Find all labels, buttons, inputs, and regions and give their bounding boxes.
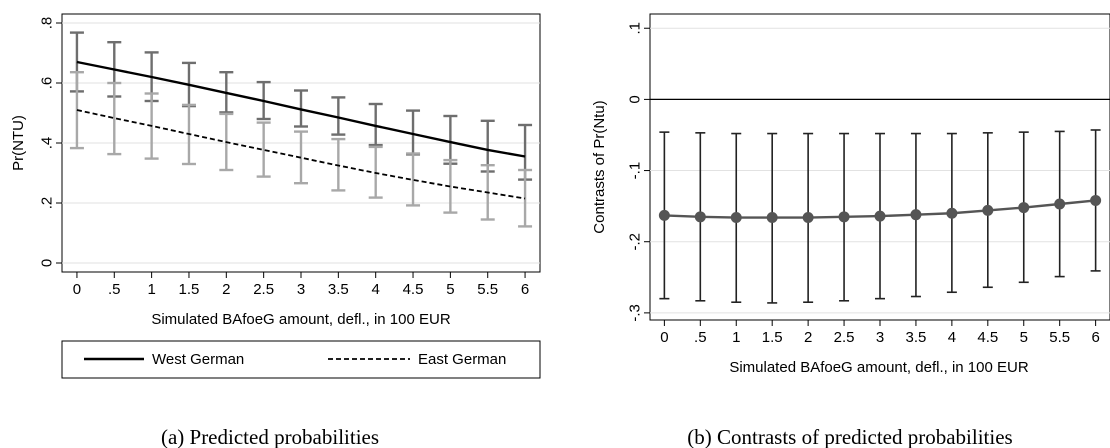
x-tick-label: 2 <box>222 281 230 298</box>
data-point <box>730 212 742 224</box>
x-tick-label: 5 <box>446 281 454 298</box>
x-tick-label: 1.5 <box>179 281 200 298</box>
x-tick-label: 4.5 <box>403 281 424 298</box>
x-tick-label: 4 <box>372 281 380 298</box>
data-point <box>802 212 814 224</box>
series-line-east-german <box>76 109 526 200</box>
x-tick-label: 5.5 <box>1049 329 1070 346</box>
data-point <box>1054 198 1066 210</box>
data-point <box>838 211 850 223</box>
y-ticks-b: -.3 -.2 -.1 0 .1 <box>627 22 650 322</box>
data-point <box>658 209 670 221</box>
x-tick-label: 3 <box>297 281 305 298</box>
y-tick-label: -.2 <box>627 233 644 251</box>
caption-a: (a) Predicted probabilities <box>161 425 379 448</box>
x-tick-label: 2 <box>804 329 812 346</box>
x-tick-label: 4 <box>948 329 956 346</box>
chart-predicted-probabilities: 0 .2 .4 .6 .8 0 .5 1 1.5 2 2.5 3 3.5 4 4.5 5 5.5 6 Simul… <box>10 13 541 448</box>
y-tick-label: .1 <box>627 22 644 35</box>
x-ticks-a: 0 .5 1 1.5 2 2.5 3 3.5 4 4.5 5 5.5 6 <box>73 272 529 298</box>
y-tick-label: -.3 <box>627 304 644 322</box>
legend-label-west: West German <box>152 351 244 368</box>
y-ticks-a: 0 .2 .4 .6 .8 <box>39 17 62 267</box>
confidence-intervals-a <box>69 31 533 228</box>
x-axis-title-a: Simulated BAfoeG amount, defl., in 100 E… <box>151 311 450 328</box>
x-tick-label: 5 <box>1020 329 1028 346</box>
x-tick-label: 3.5 <box>906 329 927 346</box>
x-ticks-b: 0 .5 1 1.5 2 2.5 3 3.5 4 4.5 5 5.5 6 <box>660 320 1100 346</box>
data-point <box>694 211 706 223</box>
series-lines-b <box>658 194 1102 224</box>
y-tick-label: 0 <box>39 259 56 267</box>
x-tick-label: .5 <box>694 329 707 346</box>
gridlines-a <box>62 22 540 264</box>
data-point <box>1018 202 1030 214</box>
series-lines-a <box>76 60 526 200</box>
x-tick-label: 5.5 <box>477 281 498 298</box>
y-tick-label: .8 <box>39 17 56 30</box>
x-axis-title-b: Simulated BAfoeG amount, defl., in 100 E… <box>729 359 1028 376</box>
y-axis-title-a: Pr(NTU) <box>10 115 27 171</box>
x-tick-label: 2.5 <box>253 281 274 298</box>
chart-contrasts: -.3 -.2 -.1 0 .1 0 .5 1 1.5 2 2.5 3 3.5 4 4.5 5 5.5 6 Si… <box>591 13 1110 448</box>
data-point <box>910 209 922 221</box>
y-tick-label: .4 <box>39 137 56 150</box>
data-point <box>874 210 886 222</box>
legend-label-east: East German <box>418 351 506 368</box>
x-tick-label: 1 <box>732 329 740 346</box>
x-tick-label: .5 <box>108 281 121 298</box>
x-tick-label: 2.5 <box>834 329 855 346</box>
data-point <box>1090 194 1102 206</box>
data-point <box>982 204 994 216</box>
x-tick-label: 1.5 <box>762 329 783 346</box>
y-axis-title-b: Contrasts of Pr(Ntu) <box>591 100 608 233</box>
x-tick-label: 1 <box>147 281 155 298</box>
x-tick-label: 6 <box>1091 329 1099 346</box>
y-tick-label: -.1 <box>627 162 644 180</box>
data-point <box>946 207 958 219</box>
x-tick-label: 0 <box>660 329 668 346</box>
y-tick-label: .6 <box>39 77 56 90</box>
series-line-west-german <box>76 60 526 158</box>
confidence-intervals-b <box>659 129 1101 304</box>
legend: West German East German <box>61 340 541 379</box>
y-tick-label: .2 <box>39 197 56 210</box>
x-tick-label: 6 <box>521 281 529 298</box>
x-tick-label: 4.5 <box>977 329 998 346</box>
x-tick-label: 3.5 <box>328 281 349 298</box>
y-tick-label: 0 <box>627 95 644 103</box>
x-tick-label: 0 <box>73 281 81 298</box>
data-point <box>766 212 778 224</box>
caption-b: (b) Contrasts of predicted probabilities <box>687 425 1012 448</box>
x-tick-label: 3 <box>876 329 884 346</box>
